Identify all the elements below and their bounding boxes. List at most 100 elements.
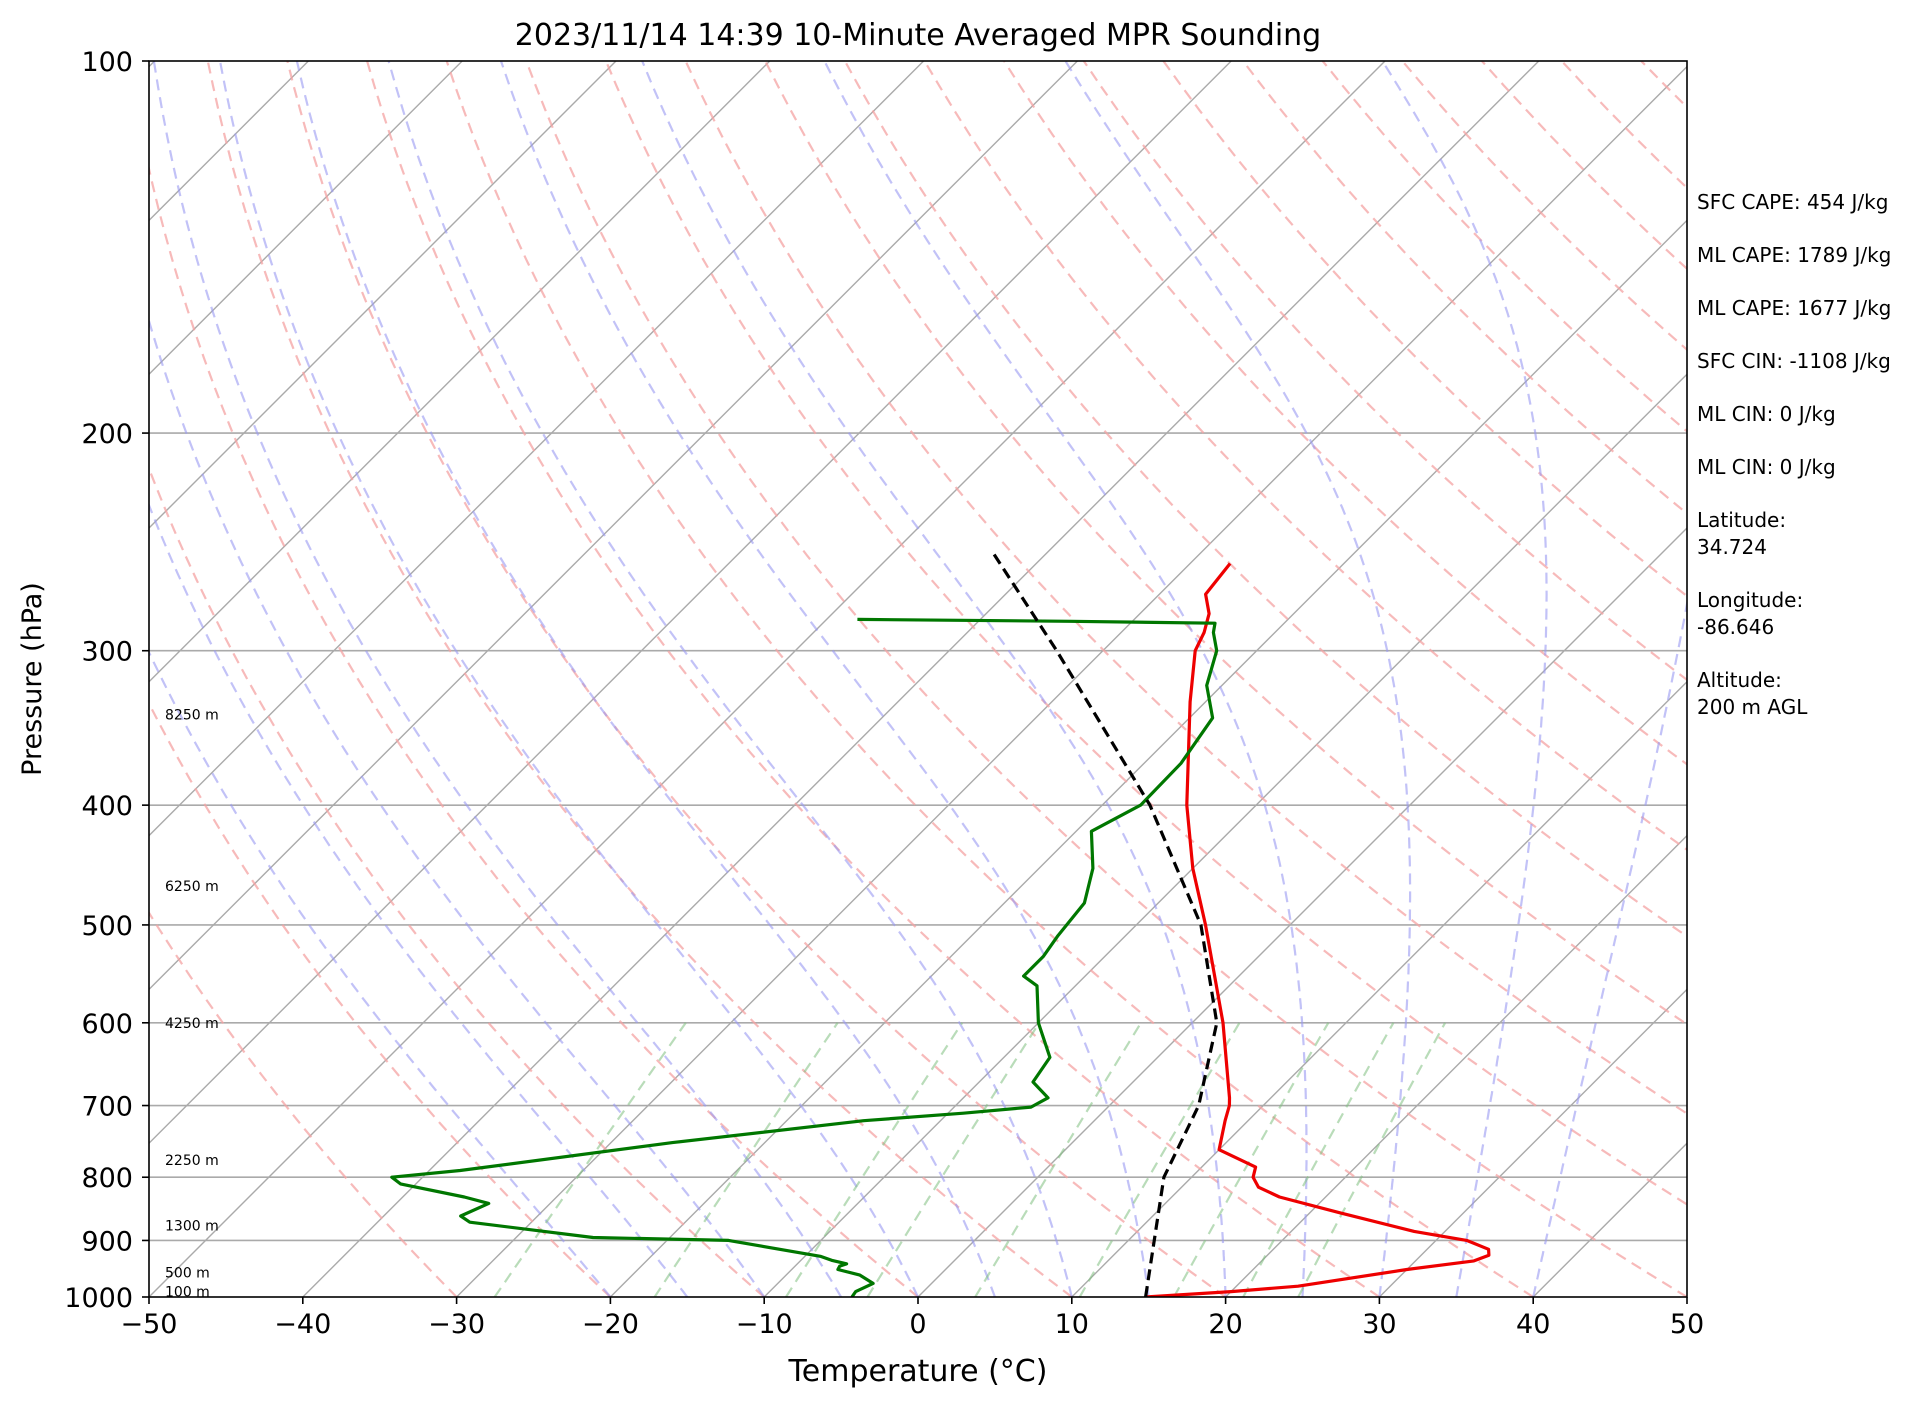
dry-adiabat-line: [1481, 61, 1687, 271]
y-tick-label: 500: [81, 911, 133, 942]
isotherm-line: [149, 61, 1386, 1297]
isotherm-line: [149, 61, 771, 683]
isotherm-line: [149, 61, 617, 529]
isotherm-line: [149, 61, 925, 837]
moist-adiabat-line: [823, 61, 1308, 1297]
x-tick-label: 20: [1208, 1309, 1242, 1340]
height-label: 6250 m: [165, 879, 219, 895]
dry-adiabat-line: [206, 61, 1073, 1297]
height-label: 1300 m: [165, 1218, 219, 1234]
dry-adiabat-line: [286, 61, 1227, 1297]
stat-value: -86.646: [1697, 615, 1774, 639]
dry-adiabat-line: [843, 61, 1687, 938]
x-tick-label: −50: [121, 1309, 178, 1340]
height-label: 100 m: [165, 1285, 210, 1301]
stat-label: Latitude:: [1697, 508, 1786, 532]
dewpoint-profile-line: [390, 617, 1219, 1297]
y-tick-label: 600: [81, 1009, 133, 1040]
mixing-ratio-line: [866, 1022, 1041, 1297]
stat-value: 200 m AGL: [1697, 695, 1808, 719]
dry-adiabat-line: [525, 61, 1687, 1297]
y-axis-ticks: 1000 900 800 700 600 500 400 300 200 100: [64, 47, 149, 1314]
isotherm-line: [609, 219, 1687, 1297]
moist-adiabat-line: [387, 61, 1073, 1297]
moist-adiabat-line: [1532, 598, 1687, 1297]
isotherm-line: [149, 61, 1078, 991]
mixing-ratio-line: [1242, 1022, 1395, 1297]
dry-adiabat-line: [1082, 61, 1687, 682]
isotherm-line: [917, 527, 1687, 1297]
dry-adiabat-line: [604, 61, 1687, 1206]
dry-adiabat-line: [1401, 61, 1687, 352]
moist-adiabat-line: [499, 61, 1150, 1297]
mixing-ratio-line: [974, 1022, 1142, 1297]
plot-frame: [148, 60, 1688, 1298]
mixing-ratio-line: [1172, 1022, 1330, 1297]
dry-adiabat-line: [445, 61, 1534, 1297]
x-tick-label: −20: [582, 1309, 639, 1340]
x-tick-label: 50: [1670, 1309, 1704, 1340]
moist-adiabat-line: [152, 61, 843, 1297]
dry-adiabat-line: [684, 61, 1687, 1115]
mixing-ratio-line: [1078, 1022, 1241, 1297]
dry-adiabat-line: [149, 164, 919, 1297]
y-axis-label: Pressure (hPa): [17, 582, 48, 776]
x-tick-label: −30: [428, 1309, 485, 1340]
stat-label: ML CAPE: 1789 J/kg: [1697, 243, 1891, 267]
stat-label: Altitude:: [1697, 668, 1782, 692]
stat-value: 34.724: [1697, 535, 1767, 559]
isotherm-line: [149, 61, 463, 376]
stat-label: SFC CIN: -1108 J/kg: [1697, 349, 1891, 373]
y-tick-label: 900: [81, 1226, 133, 1257]
moist-adiabat-line: [641, 61, 1227, 1297]
x-axis-ticks: −50 −40 −30 −20 −10 0 10 20 30 40 50: [121, 1297, 1704, 1340]
height-label: 4250 m: [165, 1016, 219, 1032]
dry-adiabat-line: [149, 910, 458, 1297]
dry-adiabat-line: [366, 61, 1381, 1297]
x-tick-label: −10: [736, 1309, 793, 1340]
background-guide-lines: [0, 61, 1687, 1297]
y-tick-label: 400: [81, 791, 133, 822]
moist-adiabat-line: [149, 317, 766, 1297]
moist-adiabat-line: [149, 649, 612, 1297]
temperature-profile-line: [1145, 562, 1491, 1297]
mixing-ratio-line: [493, 1022, 687, 1297]
moist-adiabat-line: [295, 61, 996, 1297]
y-tick-label: 700: [81, 1092, 133, 1123]
stat-label: ML CAPE: 1677 J/kg: [1697, 296, 1891, 320]
stat-label: ML CIN: 0 J/kg: [1697, 455, 1836, 479]
mixing-ratio-line: [1297, 1022, 1447, 1297]
mixing-ratio-line: [653, 1022, 839, 1297]
moist-adiabat-line: [149, 502, 689, 1297]
stat-label: SFC CAPE: 454 J/kg: [1697, 190, 1888, 214]
isotherm-line: [302, 61, 1540, 1297]
isotherm-line: [0, 61, 1, 1297]
x-tick-label: 40: [1516, 1309, 1550, 1340]
dry-adiabat-line: [149, 465, 765, 1297]
moist-adiabat-line: [1381, 61, 1548, 1297]
parcel-profile-line: [991, 552, 1219, 1297]
mixing-ratio-line: [785, 1022, 964, 1297]
isotherm-line: [1071, 680, 1687, 1297]
sounding-stats-panel: SFC CAPE: 454 J/kg ML CAPE: 1789 J/kg ML C…: [1697, 190, 1891, 719]
height-labels: 8250 m 6250 m 4250 m 2250 m 1300 m 500 m 100 m: [165, 708, 219, 1301]
isotherm-line: [1378, 988, 1687, 1297]
height-label: 500 m: [165, 1265, 210, 1281]
chart-title: 2023/11/14 14:39 10-Minute Averaged MPR …: [515, 18, 1321, 53]
y-tick-label: 100: [81, 47, 133, 78]
moist-adiabat-line: [218, 61, 919, 1297]
isotherm-line: [149, 61, 1232, 1145]
y-tick-label: 200: [81, 419, 133, 450]
y-tick-label: 800: [81, 1163, 133, 1194]
height-label: 8250 m: [165, 708, 219, 724]
x-axis-label: Temperature (°C): [788, 1354, 1048, 1389]
y-tick-label: 300: [81, 637, 133, 668]
x-tick-label: 10: [1055, 1309, 1089, 1340]
isotherm-line: [763, 373, 1687, 1297]
dry-adiabat-line: [1003, 61, 1687, 766]
isotherm-line: [1225, 834, 1687, 1297]
isotherm-line: [456, 65, 1687, 1297]
stat-label: Longitude:: [1697, 588, 1803, 612]
dry-adiabat-line: [923, 61, 1687, 852]
